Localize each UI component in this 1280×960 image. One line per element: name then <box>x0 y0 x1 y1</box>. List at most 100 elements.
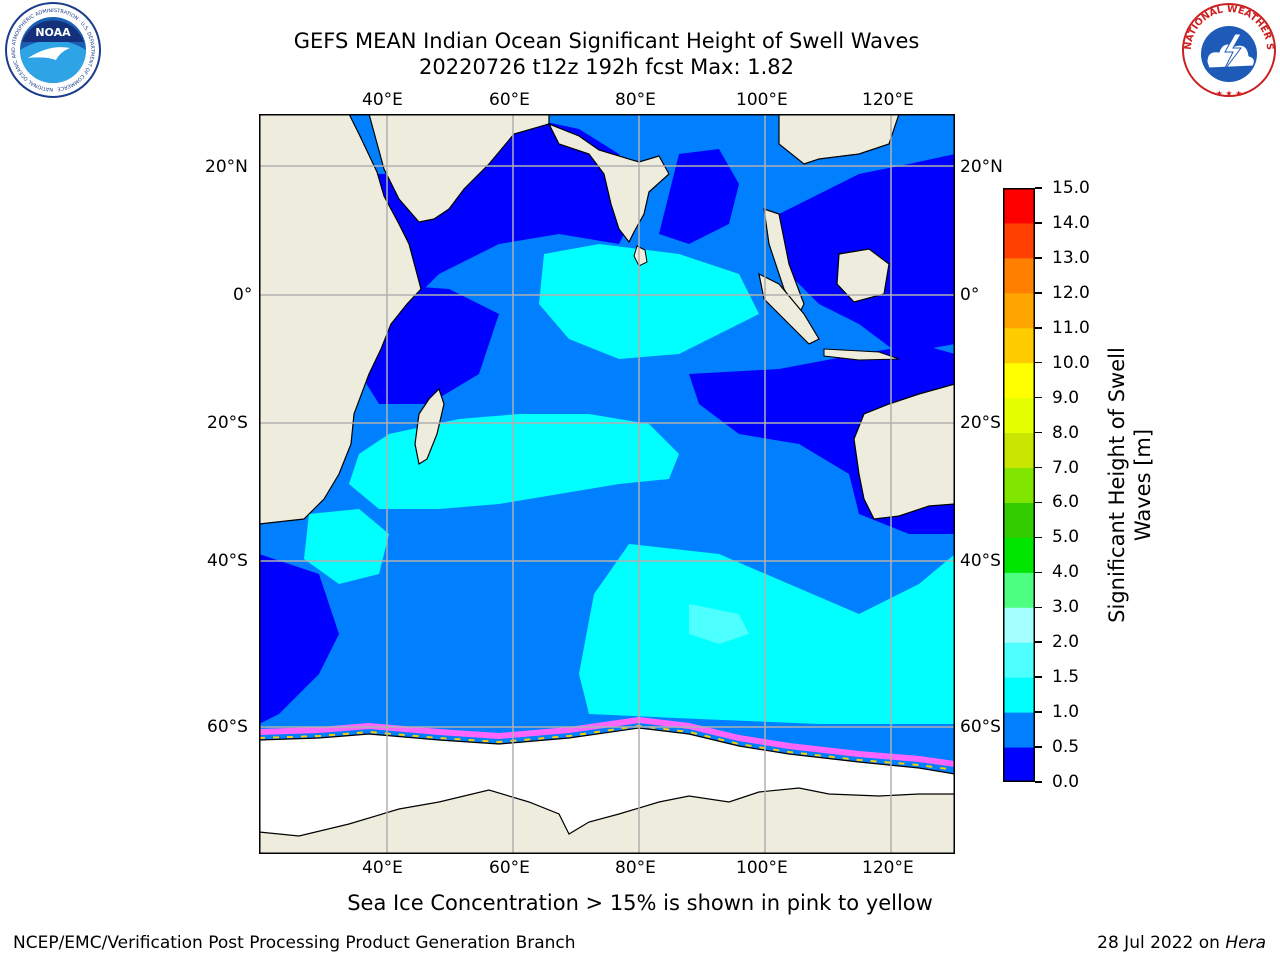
top-lon-label: 120°E <box>862 90 914 110</box>
colorbar-tick-label: 1.5 <box>1052 667 1080 688</box>
colorbar-cell <box>1003 327 1035 364</box>
colorbar-tick-label: 9.0 <box>1052 387 1080 408</box>
mid-swell-patch <box>689 604 749 644</box>
right-lat-label: 20°N <box>960 157 1003 177</box>
colorbar-cell <box>1003 677 1035 713</box>
malay-peninsula-land <box>763 208 805 316</box>
colorbar-tick-label: 14.0 <box>1052 212 1090 233</box>
arabia-land <box>368 114 550 223</box>
colorbar-tick-label: 2.0 <box>1052 632 1080 653</box>
colorbar-tick-mark <box>1035 327 1042 329</box>
swell-height-map <box>259 114 955 854</box>
colorbar-tick-label: 12.0 <box>1052 282 1090 303</box>
colorbar-tick-mark <box>1035 606 1042 609</box>
left-lat-label: 60°S <box>207 717 248 737</box>
sri-lanka-land <box>633 245 648 267</box>
top-lon-label: 100°E <box>736 90 788 110</box>
mid-swell-southern-region <box>579 544 955 724</box>
colorbar-tick-mark <box>1035 187 1042 189</box>
colorbar-cell <box>1003 432 1035 469</box>
nws-logo: NATIONAL WEATHER SERVICE ★ ★ ★ <box>1177 0 1276 98</box>
left-lat-label: 40°S <box>207 551 248 571</box>
left-lat-label: 0° <box>233 285 253 305</box>
right-lat-label: 20°S <box>960 413 1001 433</box>
colorbar-cell <box>1003 642 1035 678</box>
graticule <box>259 114 955 854</box>
map-subtitle: 20220726 t12z 192h fcst Max: 1.82 <box>419 55 794 79</box>
right-lat-label: 0° <box>960 285 980 305</box>
colorbar-tick-mark <box>1035 641 1042 643</box>
right-lat-label: 60°S <box>960 717 1001 737</box>
top-lon-label: 40°E <box>362 90 403 110</box>
colorbar-cell <box>1003 222 1035 259</box>
colorbar-tick-label: 5.0 <box>1052 527 1080 548</box>
colorbar-cell <box>1003 607 1035 643</box>
colorbar-cell <box>1003 188 1035 224</box>
colorbar-tick-label: 1.0 <box>1052 702 1080 723</box>
map-title: GEFS MEAN Indian Ocean Significant Heigh… <box>293 29 920 53</box>
colorbar <box>1003 188 1035 782</box>
colorbar-cell <box>1003 362 1035 399</box>
top-lon-label: 80°E <box>615 90 656 110</box>
map-frame <box>259 114 955 854</box>
colorbar-tick-mark <box>1035 222 1042 224</box>
colorbar-label-wrap: Significant Height of Swell Waves [m] <box>1100 335 1160 635</box>
colorbar-tick-mark <box>1035 292 1042 294</box>
africa-land <box>259 114 422 525</box>
borneo-land <box>836 248 890 303</box>
colorbar-cell <box>1003 502 1035 538</box>
colorbar-tick-mark <box>1035 781 1042 783</box>
bottom-lon-label: 60°E <box>489 858 530 878</box>
mid-swell-west-region <box>304 509 389 584</box>
sumatra-land <box>758 272 820 345</box>
antarctica-land <box>259 787 955 854</box>
noaa-logo-text: NOAA <box>35 26 71 39</box>
colorbar-tick-mark <box>1035 396 1042 399</box>
bottom-lon-label: 80°E <box>615 858 656 878</box>
colorbar-tick-label: 8.0 <box>1052 422 1080 443</box>
svg-text:★ ★ ★: ★ ★ ★ <box>1216 89 1243 98</box>
madagascar-land <box>414 387 445 465</box>
colorbar-cell <box>1003 292 1035 329</box>
right-lat-label: 40°S <box>960 551 1001 571</box>
left-lat-label: 20°N <box>205 157 248 177</box>
colorbar-tick-label: 10.0 <box>1052 352 1090 373</box>
top-lon-label: 60°E <box>489 90 530 110</box>
low-swell-southwest-region <box>259 554 339 724</box>
left-lat-label: 20°S <box>207 413 248 433</box>
australia-land <box>853 383 955 520</box>
colorbar-cell <box>1003 712 1035 748</box>
low-swell-bay-region <box>659 149 739 244</box>
colorbar-cell <box>1003 397 1035 434</box>
mid-swell-equatorial-region <box>539 244 759 359</box>
noaa-logo: NATIONAL OCEANIC AND ATMOSPHERIC ADMINIS… <box>5 2 101 98</box>
colorbar-tick-label: 4.0 <box>1052 562 1080 583</box>
colorbar-tick-label: 13.0 <box>1052 247 1090 268</box>
colorbar-tick-label: 6.0 <box>1052 492 1080 513</box>
colorbar-tick-label: 11.0 <box>1052 317 1090 338</box>
sea-ice-note: Sea Ice Concentration > 15% is shown in … <box>347 891 933 915</box>
colorbar-tick-mark <box>1035 676 1042 678</box>
colorbar-cell <box>1003 747 1035 782</box>
colorbar-tick-mark <box>1035 711 1042 713</box>
southeast-asia-land <box>778 114 900 165</box>
colorbar-tick-mark <box>1035 536 1042 539</box>
colorbar-tick-mark <box>1035 466 1042 469</box>
colorbar-tick-mark <box>1035 361 1042 364</box>
colorbar-cell <box>1003 467 1035 503</box>
java-land <box>823 348 900 361</box>
colorbar-cell <box>1003 572 1035 608</box>
footer-date-text: 28 Jul 2022 on <box>1097 933 1226 953</box>
colorbar-tick-mark <box>1035 431 1042 434</box>
colorbar-tick-mark <box>1035 501 1042 504</box>
footer-credit: NCEP/EMC/Verification Post Processing Pr… <box>13 933 576 953</box>
colorbar-tick-label: 3.0 <box>1052 597 1080 618</box>
colorbar-cell <box>1003 257 1035 294</box>
colorbar-cell <box>1003 537 1035 573</box>
colorbar-tick-label: 0.5 <box>1052 737 1080 758</box>
bottom-lon-label: 40°E <box>362 858 403 878</box>
colorbar-tick-label: 7.0 <box>1052 457 1080 478</box>
bottom-lon-label: 120°E <box>862 858 914 878</box>
colorbar-tick-label: 15.0 <box>1052 178 1090 198</box>
colorbar-tick-label: 0.0 <box>1052 772 1080 792</box>
